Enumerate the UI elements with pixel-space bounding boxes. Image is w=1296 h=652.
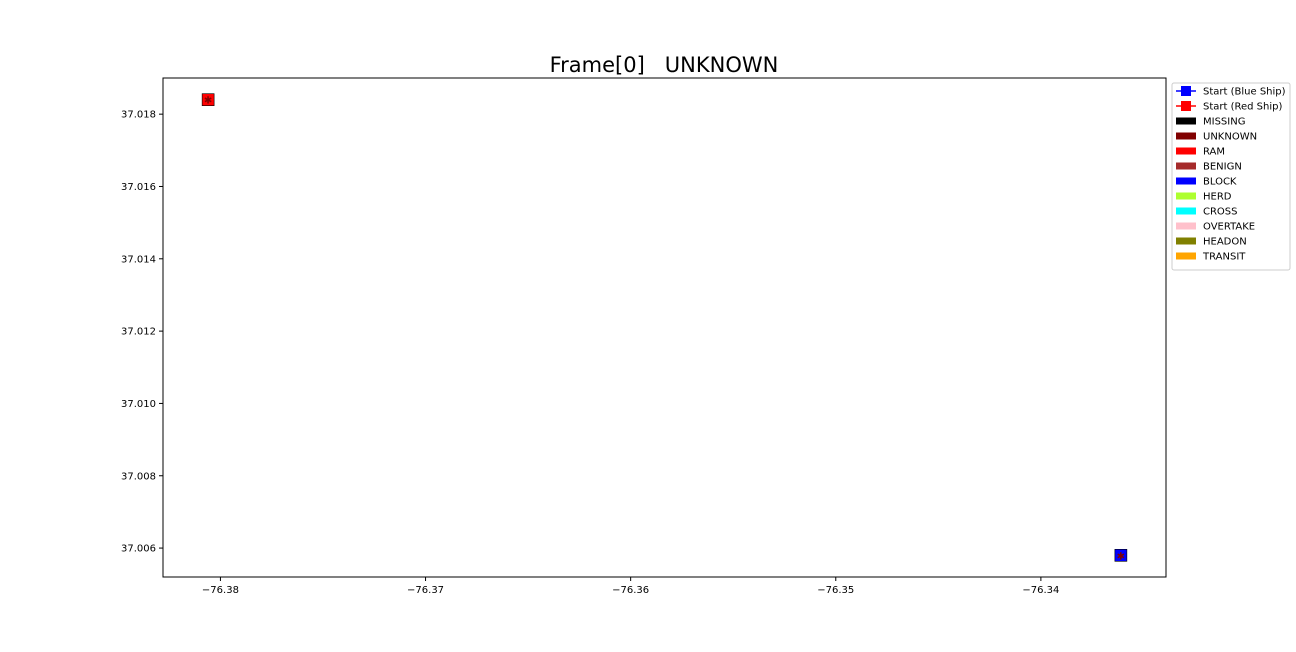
legend-label: MISSING <box>1203 117 1245 128</box>
legend-marker <box>1181 86 1191 96</box>
red-ship-start-marker <box>201 93 215 106</box>
legend-label: BLOCK <box>1203 177 1237 188</box>
legend-patch <box>1176 192 1196 200</box>
point-star-marker: ✱ <box>204 96 212 107</box>
legend-label: HERD <box>1203 192 1232 203</box>
legend-patch <box>1176 207 1196 215</box>
legend-patch <box>1176 117 1196 125</box>
x-tick-label: −76.38 <box>202 585 239 596</box>
plot-area: −76.38 −76.37 −76.36 −76.35 −76.34 37.006 37.0… <box>121 77 1167 596</box>
y-tick-label: 37.006 <box>121 544 156 555</box>
blue-ship-start-marker <box>1114 549 1128 562</box>
legend-patch <box>1176 147 1196 155</box>
legend-patch <box>1176 177 1196 185</box>
legend-box <box>1171 82 1291 271</box>
y-tick-label: 37.008 <box>121 471 156 482</box>
legend-patch <box>1176 252 1196 260</box>
legend-label: OVERTAKE <box>1203 222 1255 233</box>
point-star-marker: ✱ <box>1117 551 1125 562</box>
legend-label: HEADON <box>1203 237 1247 248</box>
legend-patch <box>1176 237 1196 245</box>
x-tick-label: −76.36 <box>612 585 649 596</box>
legend-label: Start (Red Ship) <box>1203 102 1282 113</box>
y-tick-label: 37.018 <box>121 110 156 121</box>
legend-patch <box>1176 222 1196 230</box>
y-tick-label: 37.016 <box>121 182 156 193</box>
legend-label: UNKNOWN <box>1203 132 1257 143</box>
chart-title: Frame[0] UNKNOWN <box>550 53 779 77</box>
legend-label: TRANSIT <box>1202 252 1246 263</box>
y-tick-label: 37.010 <box>121 399 156 410</box>
legend-label: BENIGN <box>1203 162 1242 173</box>
legend-label: Start (Blue Ship) <box>1203 87 1286 98</box>
plot-frame <box>162 77 1167 578</box>
legend-marker <box>1181 101 1191 111</box>
legend-patch <box>1176 132 1196 140</box>
y-tick-label: 37.014 <box>121 254 156 265</box>
x-tick-label: −76.35 <box>817 585 854 596</box>
legend-label: RAM <box>1203 147 1225 158</box>
y-tick-label: 37.012 <box>121 327 156 338</box>
legend-label: CROSS <box>1203 207 1238 218</box>
x-tick-label: −76.34 <box>1022 585 1059 596</box>
legend-patch <box>1176 162 1196 170</box>
x-tick-label: −76.37 <box>407 585 444 596</box>
legend: Start (Blue Ship) Start (Red Ship) MISSING… <box>1171 82 1291 271</box>
